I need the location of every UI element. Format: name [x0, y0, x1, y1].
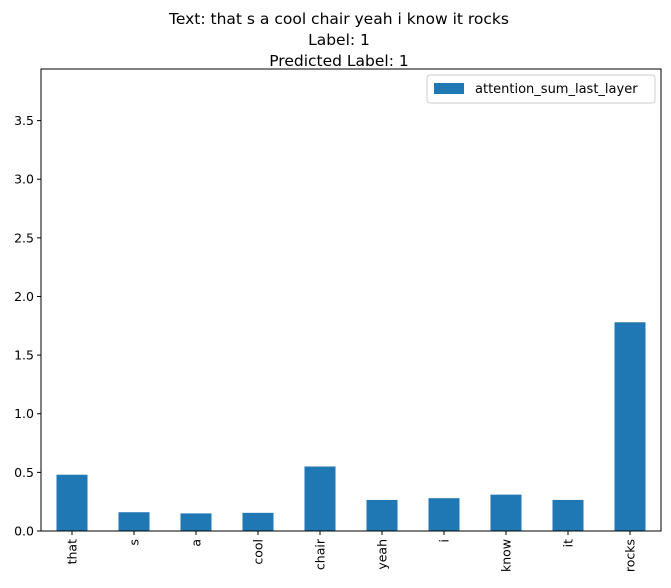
x-tick-label-it: it — [561, 539, 576, 547]
legend: attention_sum_last_layer — [426, 74, 656, 104]
chart-title-line-2: Label: 1 — [308, 31, 370, 49]
bar-cool — [242, 512, 274, 531]
y-tick-label: 2.5 — [14, 230, 34, 245]
x-tick-label-a: a — [189, 539, 204, 547]
plot-frame — [40, 68, 662, 532]
y-tick-label: 2.0 — [14, 289, 34, 304]
x-tick-label-yeah: yeah — [375, 539, 390, 570]
x-tick-label-rocks: rocks — [623, 539, 638, 572]
legend-label: attention_sum_last_layer — [475, 82, 638, 97]
bar-it — [552, 499, 584, 531]
y-tick-label: 3.5 — [14, 113, 34, 128]
x-tick-label-i: i — [437, 539, 452, 542]
bar-that — [56, 474, 88, 531]
chart-title-line-1: Text: that s a cool chair yeah i know it… — [168, 10, 509, 28]
bar-a — [180, 513, 212, 531]
x-tick-label-that: that — [65, 539, 80, 564]
bar-s — [118, 512, 150, 531]
chart-title-line-3: Predicted Label: 1 — [269, 52, 409, 70]
y-tick-label: 1.0 — [14, 406, 34, 421]
bar-yeah — [366, 499, 398, 531]
y-tick-label: 0.5 — [14, 465, 34, 480]
bar-rocks — [614, 322, 646, 531]
y-tick-label: 0.0 — [14, 524, 34, 539]
bar-chair — [304, 466, 336, 531]
x-axis: that s a cool chair yeah i know it rocks — [65, 531, 638, 572]
chart-title: Text: that s a cool chair yeah i know it… — [168, 10, 509, 70]
x-tick-label-cool: cool — [251, 539, 266, 565]
bars-group — [56, 322, 646, 531]
x-tick-label-s: s — [127, 539, 142, 546]
bar-know — [490, 494, 522, 531]
y-tick-label: 3.0 — [14, 172, 34, 187]
legend-swatch — [434, 83, 464, 94]
legend-box — [426, 74, 656, 104]
y-tick-label: 1.5 — [14, 348, 34, 363]
x-tick-label-know: know — [499, 539, 514, 572]
bar-i — [428, 498, 460, 531]
x-tick-label-chair: chair — [313, 538, 328, 570]
y-axis: 0.0 0.5 1.0 1.5 2.0 2.5 3.0 3.5 — [14, 113, 41, 539]
